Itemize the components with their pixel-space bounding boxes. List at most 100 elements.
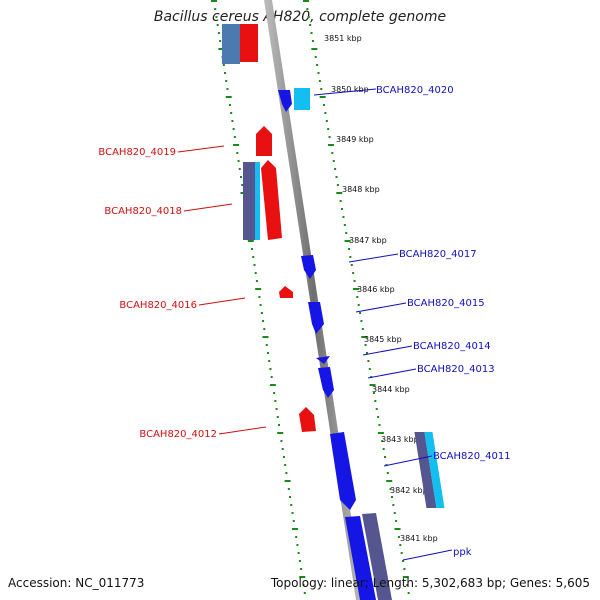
tick-label: 3846 kbp (357, 285, 395, 294)
gene-bcah820-4019[interactable] (256, 126, 272, 156)
gene-label-bcah820-4014[interactable]: BCAH820_4014 (413, 341, 491, 352)
ruler-dot-right (307, 16, 310, 18)
ruler-dot-left (265, 344, 268, 346)
tick-label: 3844 kbp (372, 385, 410, 394)
gene-bcah820-4020[interactable] (278, 90, 292, 112)
gene-label-bcah820-4011[interactable]: BCAH820_4011 (433, 451, 511, 462)
gene-bcah820-4013[interactable] (318, 367, 334, 398)
ruler-dot-right (310, 32, 313, 34)
ruler-dot-right (384, 456, 387, 458)
ruler-dot-right (349, 256, 352, 258)
leader-bcah820-4013 (367, 368, 417, 379)
ruler-dot-right (323, 104, 326, 106)
gene-bcah820-4011[interactable] (330, 432, 356, 510)
gene-ppk-slate[interactable] (362, 513, 392, 600)
leader-bcah820-4014 (362, 345, 413, 356)
gene-bcah820-4018-cyan[interactable] (255, 162, 260, 240)
ruler-dot-left (274, 400, 277, 402)
ruler-dot-left (280, 440, 283, 442)
gene-label-bcah820-4020[interactable]: BCAH820_4020 (376, 85, 454, 96)
ruler-dot-right (368, 368, 371, 370)
tick-label: 3849 kbp (336, 135, 374, 144)
ruler-dot-left (296, 544, 299, 546)
leader-bcah820-4019 (177, 145, 225, 153)
ruler-dot-left (290, 504, 293, 506)
ruler-dot-left (262, 336, 269, 338)
ruler-dot-left (299, 576, 306, 578)
gene-block-red[interactable] (240, 24, 258, 62)
ruler-dot-left (211, 0, 217, 2)
gene-bcah820-4011-slate[interactable] (414, 432, 437, 508)
ruler-dot-left (303, 592, 306, 594)
tick-labels: 3851 kbp 3850 kbp 3849 kbp 3848 kbp 3847… (324, 34, 438, 543)
gene-bcah820-4020-cyan[interactable] (294, 88, 310, 110)
gene-label-bcah820-4013[interactable]: BCAH820_4013 (417, 364, 495, 375)
gene-label-bcah820-4019[interactable]: BCAH820_4019 (98, 147, 176, 158)
reverse-strand-genes (222, 24, 316, 432)
ruler-dot-right (342, 216, 345, 218)
gene-label-bcah820-4018[interactable]: BCAH820_4018 (104, 206, 182, 217)
ruler-dot-right (334, 168, 337, 170)
ruler-dot-left (215, 16, 218, 18)
ruler-dot-left (258, 296, 261, 298)
ruler-dot-right (361, 336, 368, 338)
ruler-dot-left (281, 448, 284, 450)
ruler-dot-left (252, 256, 255, 258)
ruler-right (303, 0, 410, 594)
gene-block-steel[interactable] (222, 24, 240, 64)
genome-title: Bacillus cereus AH820, complete genome (153, 9, 447, 25)
ruler-dot-right (406, 584, 409, 586)
gene-bcah820-4014[interactable] (316, 356, 330, 364)
gene-label-ppk[interactable]: ppk (453, 547, 472, 558)
ruler-dot-left (239, 176, 242, 178)
gene-label-bcah820-4016[interactable]: BCAH820_4016 (119, 300, 197, 311)
gene-bcah820-4015[interactable] (308, 302, 324, 334)
ruler-dot-left (225, 96, 232, 98)
ruler-dot-right (327, 128, 330, 130)
gene-ppk[interactable] (345, 516, 376, 600)
ruler-dot-left (268, 360, 271, 362)
ruler-dot-right (393, 512, 396, 514)
ruler-dot-right (389, 488, 392, 490)
ruler-dot-left (224, 72, 227, 74)
gene-bcah820-4012[interactable] (299, 407, 316, 432)
ruler-dot-left (278, 424, 281, 426)
ruler-dot-right (306, 8, 309, 10)
gene-label-bcah820-4015[interactable]: BCAH820_4015 (407, 298, 485, 309)
ruler-dot-right (336, 184, 339, 186)
gene-bcah820-4018-slate[interactable] (243, 162, 255, 240)
ruler-dot-right (353, 280, 356, 282)
gene-bcah820-4017[interactable] (301, 255, 316, 279)
ruler-dot-right (316, 64, 319, 66)
ruler-dot-right (399, 544, 402, 546)
gene-bcah820-4011-cyan[interactable] (424, 432, 445, 508)
ruler-dot-left (284, 480, 291, 482)
ruler-dot-right (367, 360, 370, 362)
gene-labels: BCAH820_4020 BCAH820_4017 BCAH820_4015 B… (98, 85, 510, 558)
gene-label-bcah820-4017[interactable]: BCAH820_4017 (399, 249, 477, 260)
ruler-dot-right (377, 416, 380, 418)
leader-ppk (402, 549, 453, 561)
leader-bcah820-4015 (355, 302, 407, 313)
gene-bcah820-4018[interactable] (261, 160, 282, 240)
ruler-dot-left (238, 168, 241, 170)
tick-label: 3850 kbp (331, 85, 369, 94)
ruler-dot-right (324, 112, 327, 114)
ruler-dot-right (382, 448, 385, 450)
leader-bcah820-4017 (348, 253, 399, 263)
ruler-dot-left (291, 528, 298, 530)
ruler-dot-right (335, 176, 338, 178)
ruler-dot-left (289, 496, 292, 498)
leader-bcah820-4012 (218, 426, 267, 435)
ruler-dot-right (352, 288, 359, 290)
ruler-dot-right (386, 472, 389, 474)
ruler-dot-right (317, 72, 320, 74)
ruler-dot-left (255, 280, 258, 282)
ruler-dot-left (295, 536, 298, 538)
leader-bcah820-4016 (198, 297, 246, 306)
gene-label-bcah820-4012[interactable]: BCAH820_4012 (139, 429, 217, 440)
ruler-dot-right (372, 392, 375, 394)
ruler-dot-left (236, 152, 239, 154)
gene-bcah820-4016[interactable] (279, 286, 293, 298)
ruler-dot-left (275, 408, 278, 410)
